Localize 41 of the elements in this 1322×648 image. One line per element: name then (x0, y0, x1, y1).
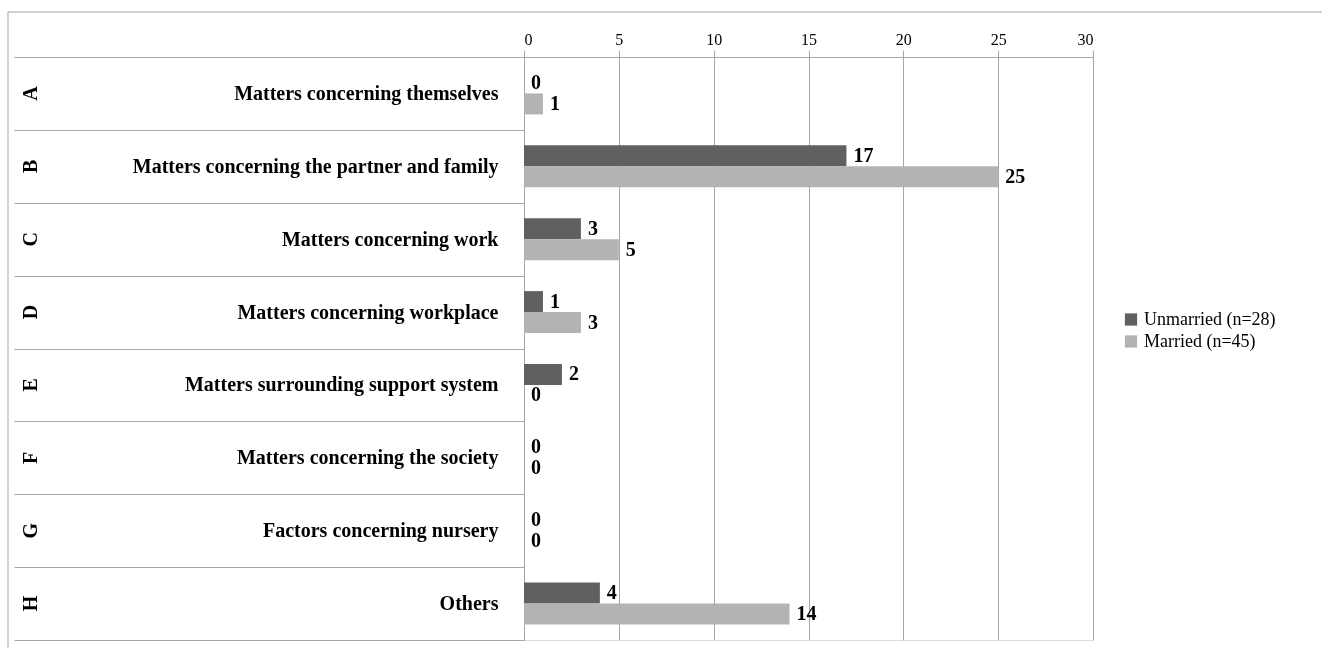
x-tick-label: 10 (706, 30, 723, 48)
y2-tick-label: H (19, 595, 41, 612)
data-label: 5 (625, 237, 636, 260)
data-label: 0 (531, 70, 541, 93)
data-label: 17 (853, 143, 874, 166)
data-label: 1 (549, 289, 560, 312)
data-label: 0 (531, 383, 541, 406)
y-tick-label: Matters concerning work (281, 227, 500, 251)
x-tick-label: 15 (801, 30, 817, 48)
y-tick-label: Matters surrounding support system (184, 373, 499, 397)
data-label: 0 (531, 435, 541, 458)
y2-tick-label: F (19, 451, 41, 464)
x-tick-label: 0 (524, 30, 533, 48)
y-tick-label: Matters concerning workplace (237, 300, 499, 324)
y2-tick-label: E (19, 378, 41, 392)
x-tick-label: 20 (895, 30, 912, 48)
data-label: 4 (606, 581, 617, 604)
x-tick-label: 25 (990, 30, 1007, 48)
data-label: 0 (531, 508, 541, 531)
data-label: 3 (587, 310, 598, 333)
y2-tick-label: D (19, 304, 41, 320)
y-tick-label: Others (439, 592, 499, 615)
y2-tick-label: C (19, 231, 41, 247)
data-label: 14 (796, 602, 817, 625)
y-tick-label: Matters concerning themselves (234, 81, 499, 105)
x-tick-label: 5 (615, 30, 624, 48)
y2-tick-label: A (19, 85, 41, 101)
y2-tick-label: B (19, 159, 41, 173)
data-label: 0 (531, 529, 541, 552)
y2-tick-label: G (19, 522, 41, 539)
y-tick-label: Matters concerning the society (236, 446, 499, 470)
data-label: 2 (568, 362, 579, 385)
data-label: 1 (549, 91, 560, 114)
y-tick-label: Factors concerning nursery (262, 519, 499, 543)
data-label: 0 (531, 456, 541, 479)
legend-label: Unmarried (n=28) (1144, 308, 1276, 330)
data-label: 25 (1005, 164, 1026, 187)
x-tick-label: 30 (1077, 30, 1094, 48)
legend-label: Married (n=45) (1144, 330, 1256, 352)
y-tick-label: Matters concerning the partner and family (132, 154, 499, 178)
data-label: 3 (587, 216, 598, 239)
